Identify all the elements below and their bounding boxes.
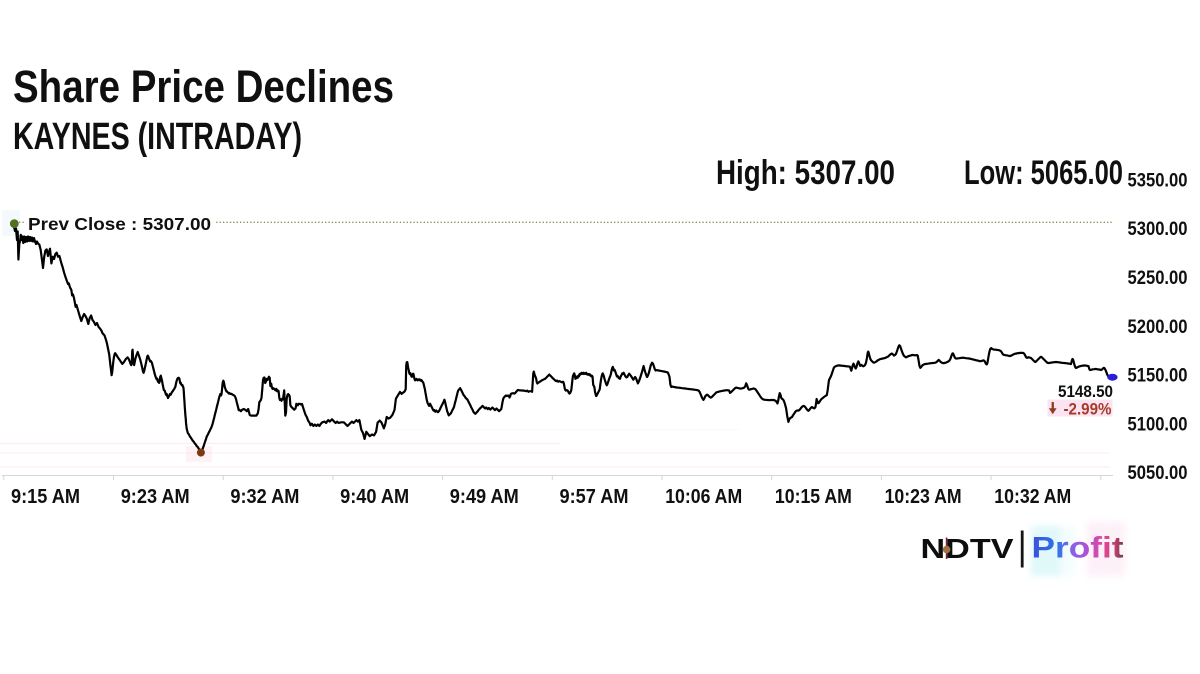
svg-text:9:40 AM: 9:40 AM — [340, 486, 409, 508]
svg-text:10:06 AM: 10:06 AM — [665, 486, 742, 508]
svg-text:5300.00: 5300.00 — [1128, 219, 1188, 240]
svg-text:5250.00: 5250.00 — [1128, 268, 1188, 289]
svg-text:5150.00: 5150.00 — [1128, 366, 1188, 387]
svg-text:High: 5307.00: High: 5307.00 — [716, 154, 895, 192]
svg-text:10:32 AM: 10:32 AM — [994, 486, 1071, 508]
svg-text:5350.00: 5350.00 — [1128, 170, 1188, 191]
svg-text:NDTV: NDTV — [921, 533, 1015, 564]
svg-text:9:57 AM: 9:57 AM — [560, 486, 629, 508]
svg-text:Prev Close : 5307.00: Prev Close : 5307.00 — [28, 214, 211, 234]
svg-text:-2.99%: -2.99% — [1064, 401, 1112, 419]
svg-text:KAYNES (INTRADAY): KAYNES (INTRADAY) — [13, 116, 302, 158]
svg-text:5100.00: 5100.00 — [1128, 414, 1188, 435]
svg-text:10:23 AM: 10:23 AM — [885, 486, 962, 508]
svg-text:5200.00: 5200.00 — [1128, 317, 1188, 338]
svg-text:Share Price Declines: Share Price Declines — [13, 61, 394, 112]
svg-text:10:15 AM: 10:15 AM — [775, 486, 852, 508]
svg-text:9:15 AM: 9:15 AM — [11, 486, 80, 508]
svg-text:9:49 AM: 9:49 AM — [450, 486, 519, 508]
svg-text:9:23 AM: 9:23 AM — [121, 486, 190, 508]
svg-text:5050.00: 5050.00 — [1128, 463, 1188, 484]
svg-text:Profit: Profit — [1032, 532, 1124, 565]
svg-text:Low: 5065.00: Low: 5065.00 — [964, 154, 1123, 192]
svg-text:5148.50: 5148.50 — [1058, 383, 1113, 401]
svg-text:9:32 AM: 9:32 AM — [230, 486, 299, 508]
